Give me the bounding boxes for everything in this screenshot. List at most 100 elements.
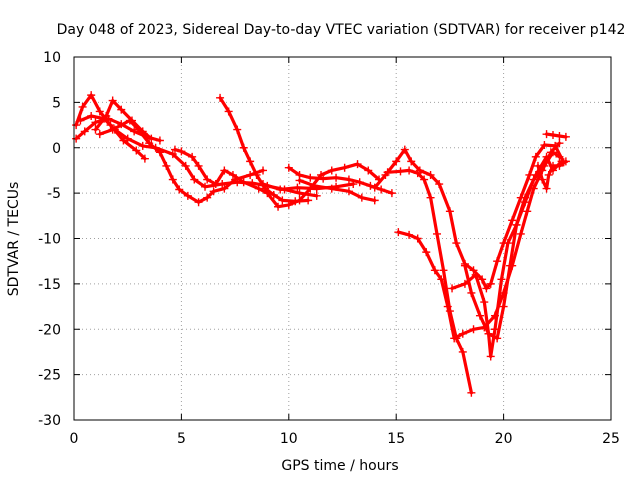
data-point xyxy=(162,161,171,170)
data-point xyxy=(542,130,551,139)
data-point xyxy=(506,261,515,270)
data-point xyxy=(78,102,87,111)
data-point xyxy=(181,161,190,170)
data-point xyxy=(478,275,487,284)
data-point xyxy=(364,166,373,175)
data-point xyxy=(233,125,242,134)
x-axis-label: GPS time / hours xyxy=(281,458,398,474)
x-tick-label: 25 xyxy=(602,431,620,447)
data-point xyxy=(87,111,96,120)
data-point xyxy=(467,288,476,297)
data-point xyxy=(147,134,156,143)
data-point xyxy=(413,234,422,243)
series-track-16 xyxy=(533,157,570,193)
data-point xyxy=(201,182,210,191)
data-point xyxy=(396,167,405,176)
data-point xyxy=(452,239,461,248)
x-tick-label: 5 xyxy=(177,431,186,447)
data-point xyxy=(357,193,366,202)
data-point xyxy=(533,161,542,170)
data-point xyxy=(458,329,467,338)
data-point xyxy=(555,152,564,161)
data-point xyxy=(295,189,304,198)
data-point xyxy=(555,131,564,140)
data-point xyxy=(448,284,457,293)
data-point xyxy=(117,105,126,114)
data-point xyxy=(426,193,435,202)
x-tick-label: 15 xyxy=(387,431,405,447)
data-point xyxy=(295,176,304,185)
y-tick-label: -30 xyxy=(38,413,61,429)
data-point xyxy=(433,229,442,238)
data-point xyxy=(508,216,517,225)
y-tick-label: 10 xyxy=(43,50,61,66)
data-point xyxy=(383,168,392,177)
data-point xyxy=(168,150,177,159)
data-point xyxy=(531,152,540,161)
data-point xyxy=(108,125,117,134)
data-point xyxy=(516,229,525,238)
series-track-15 xyxy=(460,152,566,343)
data-point xyxy=(276,185,285,194)
data-point xyxy=(405,230,414,239)
data-point xyxy=(332,173,341,182)
data-point xyxy=(450,334,459,343)
data-point xyxy=(392,157,401,166)
y-tick-label: 0 xyxy=(52,141,61,157)
y-tick-label: -15 xyxy=(38,277,61,293)
data-point xyxy=(512,220,521,229)
data-point xyxy=(484,329,493,338)
y-axis-label: SDTVAR / TECUs xyxy=(6,182,22,297)
data-point xyxy=(170,145,179,154)
data-point xyxy=(523,207,532,216)
data-point xyxy=(475,311,484,320)
data-point xyxy=(344,187,353,196)
data-point xyxy=(209,187,218,196)
data-point xyxy=(188,152,197,161)
data-point xyxy=(224,107,233,116)
data-point xyxy=(344,175,353,184)
data-point xyxy=(430,266,439,275)
data-point xyxy=(420,175,429,184)
data-point xyxy=(493,334,502,343)
data-point xyxy=(413,169,422,178)
data-point xyxy=(531,170,540,179)
data-point xyxy=(544,170,553,179)
series-track-12 xyxy=(383,166,476,397)
y-tick-label: -10 xyxy=(38,232,61,248)
data-point xyxy=(482,284,491,293)
data-point xyxy=(220,184,229,193)
data-point xyxy=(486,352,495,361)
data-point xyxy=(220,166,229,175)
data-point xyxy=(130,127,139,136)
series-track-17 xyxy=(542,130,570,141)
data-point xyxy=(549,131,558,140)
grid xyxy=(74,57,611,420)
data-point xyxy=(443,302,452,311)
data-point xyxy=(467,388,476,397)
series-line xyxy=(396,141,561,340)
data-point xyxy=(123,134,132,143)
data-point xyxy=(76,116,85,125)
data-point xyxy=(422,248,431,257)
data-point xyxy=(155,148,164,157)
data-point xyxy=(332,182,341,191)
data-point xyxy=(269,190,278,199)
data-point xyxy=(87,91,96,100)
data-point xyxy=(540,141,549,150)
data-point xyxy=(469,325,478,334)
data-point xyxy=(175,185,184,194)
data-point xyxy=(312,184,321,193)
x-tick-label: 0 xyxy=(70,431,79,447)
data-point xyxy=(460,261,469,270)
data-point xyxy=(503,239,512,248)
data-point xyxy=(439,266,448,275)
data-point xyxy=(370,183,379,192)
data-point xyxy=(216,93,225,102)
series-track-6 xyxy=(170,145,384,211)
data-point xyxy=(72,121,81,130)
data-point xyxy=(239,178,248,187)
data-point xyxy=(293,183,302,192)
data-point xyxy=(407,157,416,166)
data-point xyxy=(80,127,89,136)
